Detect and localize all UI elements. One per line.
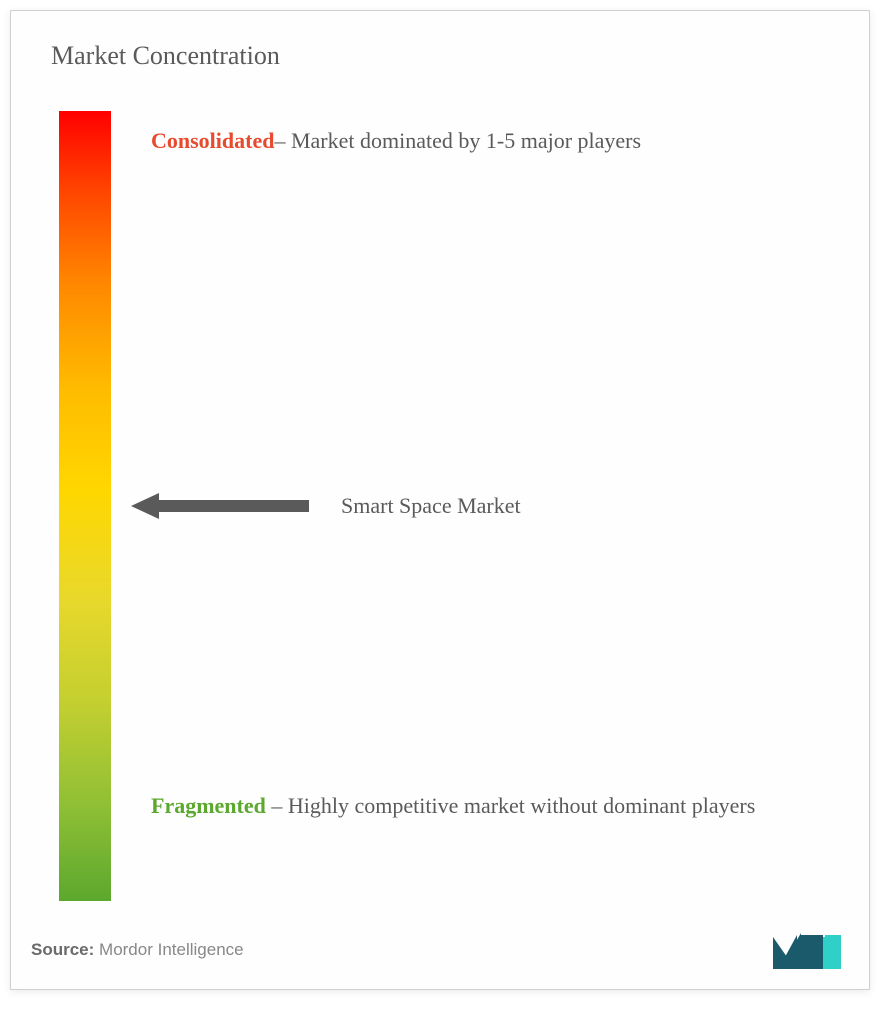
consolidated-highlight: Consolidated xyxy=(151,128,274,153)
infographic-card: Market Concentration Consolidated– Marke… xyxy=(10,10,870,990)
source-prefix: Source: xyxy=(31,940,99,959)
footer: Source: Mordor Intelligence xyxy=(31,929,849,971)
left-arrow-icon xyxy=(131,491,311,521)
consolidated-description: – Market dominated by 1-5 major players xyxy=(274,128,641,153)
mi-logo-icon xyxy=(771,929,849,971)
source-attribution: Source: Mordor Intelligence xyxy=(31,940,244,960)
market-pointer-row: Smart Space Market xyxy=(131,491,521,521)
chart-title: Market Concentration xyxy=(51,41,829,71)
fragmented-description: – Highly competitive market without domi… xyxy=(266,793,755,818)
market-name-label: Smart Space Market xyxy=(341,493,521,519)
main-area: Consolidated– Market dominated by 1-5 ma… xyxy=(51,111,829,911)
source-name: Mordor Intelligence xyxy=(99,940,244,959)
concentration-gradient-bar xyxy=(59,111,111,901)
consolidated-label: Consolidated– Market dominated by 1-5 ma… xyxy=(151,116,809,167)
fragmented-highlight: Fragmented xyxy=(151,793,266,818)
fragmented-label: Fragmented – Highly competitive market w… xyxy=(151,781,809,832)
